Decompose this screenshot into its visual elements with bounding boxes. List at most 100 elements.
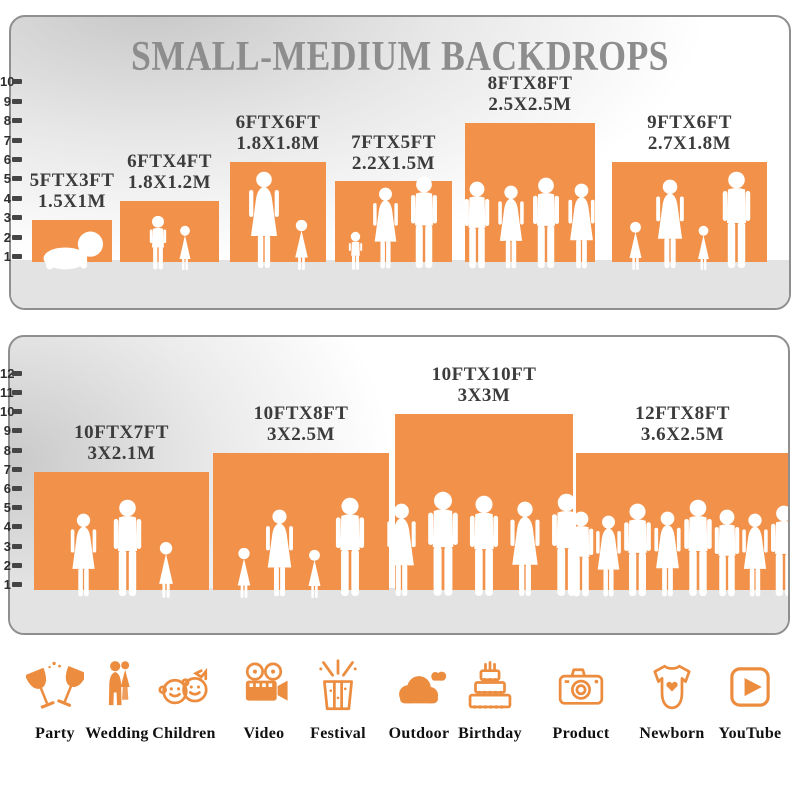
scale-number: 8 bbox=[3, 442, 11, 458]
person-baby-silhouette bbox=[43, 231, 103, 270]
category-festival: Festival bbox=[300, 655, 376, 743]
product-icon bbox=[549, 655, 613, 719]
scale-tick bbox=[12, 582, 22, 587]
scale-number: 10 bbox=[0, 74, 15, 90]
backdrop-size-label: 8FTX8FT 2.5X2.5M bbox=[487, 73, 573, 116]
scale-tick bbox=[12, 176, 22, 182]
scale-number: 1 bbox=[3, 577, 11, 592]
silhouette-group bbox=[39, 229, 106, 271]
scale-tick bbox=[12, 254, 22, 259]
category-row: Party Wedding bbox=[0, 655, 800, 765]
outdoor-icon bbox=[387, 655, 451, 719]
scale-number: 6 bbox=[3, 152, 11, 167]
scale-number: 6 bbox=[3, 481, 11, 496]
scale-tick bbox=[12, 370, 22, 376]
category-label: Wedding bbox=[85, 725, 149, 742]
scale-number: 1 bbox=[3, 249, 11, 264]
person-woman-silhouette bbox=[70, 513, 96, 597]
category-label: Product bbox=[552, 725, 610, 742]
category-label: Outdoor bbox=[388, 725, 450, 742]
person-man-silhouette bbox=[464, 181, 490, 269]
category-children: Children bbox=[146, 655, 222, 743]
person-man-silhouette bbox=[683, 499, 712, 596]
person-girl-silhouette bbox=[158, 541, 173, 598]
category-product: Product bbox=[543, 655, 619, 743]
scale-tick bbox=[12, 505, 22, 511]
person-girl-silhouette bbox=[697, 225, 709, 271]
person-girl-silhouette bbox=[629, 221, 641, 270]
backdrop-size-label: 6FTX4FT 1.8X1.2M bbox=[127, 150, 212, 193]
person-woman-silhouette bbox=[372, 187, 398, 269]
scale-tick bbox=[12, 215, 22, 221]
backdrop-size-label: 10FTX10FT 3X3M bbox=[431, 364, 537, 407]
scale-tick bbox=[12, 428, 22, 434]
category-label: Children bbox=[152, 725, 216, 742]
silhouette-group bbox=[244, 171, 313, 271]
newborn-icon bbox=[640, 655, 704, 719]
category-label: Birthday bbox=[458, 725, 522, 742]
scale-tick bbox=[12, 234, 22, 240]
scale-number: 3 bbox=[3, 210, 11, 226]
scale-tick bbox=[12, 118, 22, 124]
backdrop-size-label: 5FTX3FT 1.5X1M bbox=[29, 170, 115, 213]
scale-number: 10 bbox=[0, 404, 15, 420]
scale-number: 8 bbox=[3, 113, 11, 129]
scale-tick bbox=[12, 390, 22, 395]
person-woman-silhouette bbox=[568, 183, 595, 269]
backdrop-size-label: 6FTX6FT 1.8X1.8M bbox=[235, 112, 321, 155]
person-man-silhouette bbox=[335, 497, 365, 596]
person-boy-silhouette bbox=[149, 215, 166, 270]
category-label: Party bbox=[35, 725, 75, 742]
scale-tick bbox=[12, 195, 22, 201]
scale-tick bbox=[12, 98, 22, 104]
person-man-silhouette bbox=[722, 171, 750, 268]
scale-number: 7 bbox=[3, 461, 11, 477]
silhouette-group bbox=[461, 177, 600, 271]
scale-tick bbox=[12, 409, 22, 415]
category-youtube: YouTube bbox=[712, 655, 788, 743]
party-icon bbox=[23, 655, 87, 719]
category-label: Video bbox=[243, 725, 285, 742]
scale-tick bbox=[12, 137, 22, 143]
size-chart-panel-bottom: 10FTX7FT 3X2.1M 10FTX8FT 3X2.5M 10FTX10FT 3X3… bbox=[8, 335, 790, 635]
person-man-silhouette bbox=[533, 177, 559, 269]
person-woman-silhouette bbox=[653, 511, 681, 597]
scale-number: 12 bbox=[0, 365, 15, 381]
category-party: Party bbox=[17, 655, 93, 743]
person-girl-silhouette bbox=[295, 219, 308, 270]
video-icon bbox=[232, 655, 296, 719]
backdrop-size-label: 9FTX6FT 2.7X1.8M bbox=[647, 112, 732, 155]
person-woman-silhouette bbox=[498, 185, 524, 269]
scale-number: 7 bbox=[3, 132, 11, 148]
scale-tick bbox=[12, 466, 22, 472]
backdrop-size-label: 10FTX7FT 3X2.1M bbox=[74, 421, 169, 464]
backdrop-size-label: 10FTX8FT 3X2.5M bbox=[253, 402, 349, 445]
scale-tick bbox=[12, 543, 22, 549]
scale-tick bbox=[12, 562, 22, 568]
person-man-silhouette bbox=[770, 505, 788, 597]
category-label: Festival bbox=[310, 725, 366, 742]
category-outdoor: Outdoor bbox=[381, 655, 457, 743]
person-woman-silhouette bbox=[387, 503, 416, 597]
silhouette-group bbox=[564, 499, 788, 599]
person-girl-silhouette bbox=[179, 225, 190, 271]
scale-number: 2 bbox=[3, 229, 11, 245]
category-label: YouTube bbox=[718, 725, 782, 742]
category-newborn: Newborn bbox=[634, 655, 710, 743]
scale-tick bbox=[12, 157, 22, 162]
person-woman-silhouette bbox=[741, 513, 768, 597]
backdrop-size-label: 7FTX5FT 2.2X1.5M bbox=[351, 131, 436, 174]
scale-number: 4 bbox=[3, 190, 11, 206]
category-birthday: Birthday bbox=[452, 655, 528, 743]
person-man-silhouette bbox=[568, 511, 593, 597]
scale-tick bbox=[12, 486, 22, 491]
scale-number: 9 bbox=[3, 93, 11, 109]
festival-icon bbox=[306, 655, 370, 719]
person-man-silhouette bbox=[113, 499, 141, 596]
person-man-silhouette bbox=[428, 491, 458, 596]
person-woman-silhouette bbox=[266, 509, 293, 597]
person-woman-silhouette bbox=[249, 171, 279, 268]
scale-number: 2 bbox=[3, 557, 11, 573]
size-chart-panel-top: SMALL-MEDIUM BACKDROPS 5FTX3FT 1.5X1M 6FTX… bbox=[9, 15, 791, 310]
person-man-silhouette bbox=[410, 176, 437, 269]
